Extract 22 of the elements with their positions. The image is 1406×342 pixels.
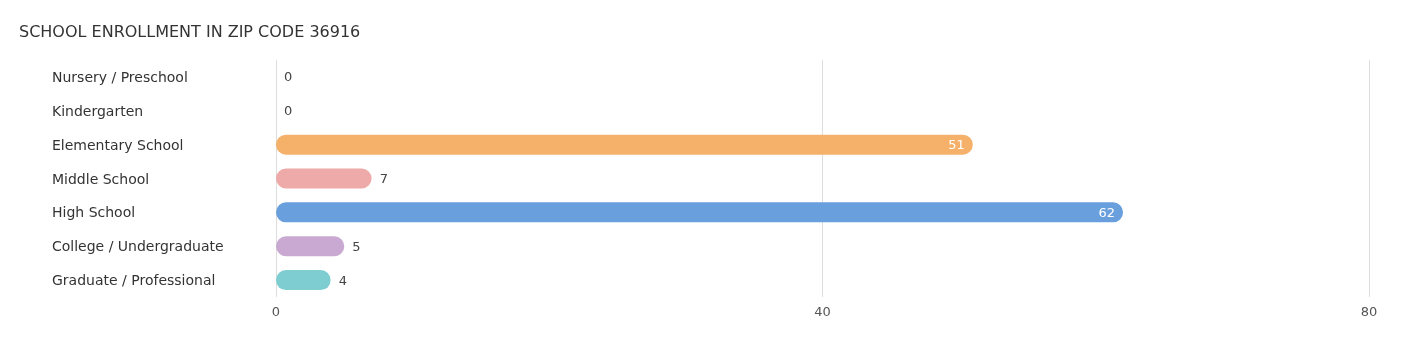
- data-label: 4: [338, 272, 347, 288]
- data-label: 0: [284, 103, 293, 119]
- y-tick-label: College / Undergraduate: [52, 238, 224, 255]
- data-label: 7: [379, 171, 388, 186]
- x-tick-label: 40: [814, 304, 831, 319]
- data-label: 51: [948, 137, 965, 153]
- y-tick-label: Nursery / Preschool: [52, 68, 188, 85]
- bar: [276, 134, 973, 155]
- y-tick-label: Kindergarten: [52, 102, 144, 119]
- y-tick-label: Elementary School: [52, 136, 184, 153]
- bar: [276, 236, 345, 257]
- x-tick-label: 80: [1360, 304, 1378, 319]
- data-label: 62: [1098, 204, 1116, 220]
- data-label: 5: [352, 238, 361, 254]
- y-tick-label: Middle School: [52, 170, 150, 187]
- bar: [276, 202, 1124, 223]
- y-tick-label: High School: [52, 204, 136, 221]
- data-label: 0: [284, 69, 293, 85]
- chart-title: SCHOOL ENROLLMENT IN ZIP CODE 36916: [19, 21, 361, 41]
- x-tick-label: 0: [271, 304, 281, 319]
- y-tick-label: Graduate / Professional: [52, 272, 216, 289]
- bar: [276, 168, 372, 189]
